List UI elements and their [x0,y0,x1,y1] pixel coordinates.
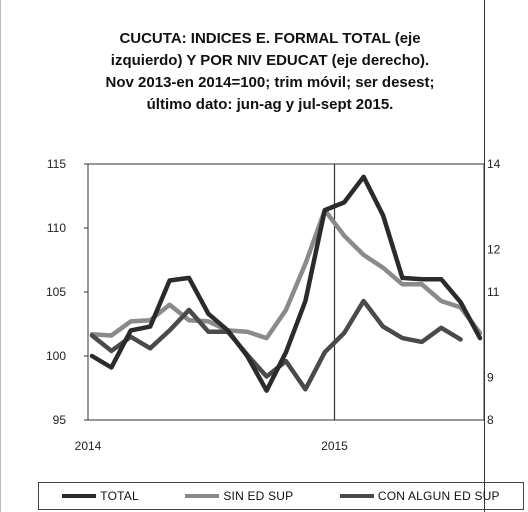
legend-swatch-sin-ed-sup [185,494,220,498]
legend-label-sin-ed-sup: SIN ED SUP [223,489,294,503]
series-line-sin-ed-sup [89,207,483,341]
left-axis-tick-label: 105 [46,285,66,299]
title-line-3: Nov 2013-en 2014=100; trim móvil; ser de… [105,74,435,91]
series-line-total [89,174,483,393]
right-axis-tick-label: 8 [487,413,494,427]
right-axis-tick-label: 12 [487,242,501,256]
title-line-4: último dato: jun-ag y jul-sept 2015. [146,96,394,113]
chart-title: CUCUTA: INDICES E. FORMAL TOTAL (eje izq… [40,28,500,116]
left-axis-tick-label: 95 [53,413,67,427]
left-axis-tick-label: 100 [46,349,66,363]
legend-swatch-total [62,494,97,498]
left-axis-tick-label: 110 [47,221,66,235]
x-axis-tick-label: 2014 [75,439,102,453]
plot-area [87,163,485,421]
legend: TOTAL SIN ED SUP CON ALGUN ED SUP [38,482,524,510]
right-axis-tick-label: 11 [487,285,500,299]
title-line-2: izquierdo) Y POR NIV EDUCAT (eje derecho… [110,52,430,69]
legend-label-con-algun-ed-sup: CON ALGUN ED SUP [377,489,500,503]
legend-item-sin-ed-sup: SIN ED SUP [185,489,293,503]
legend-item-con-algun-ed-sup: CON ALGUN ED SUP [339,489,500,503]
x-axis-tick-label: 2015 [321,439,348,453]
legend-item-total: TOTAL [62,489,139,503]
legend-label-total: TOTAL [100,489,139,503]
right-axis-tick-label: 9 [487,370,494,384]
legend-swatch-con-algun-ed-sup [339,494,374,498]
right-axis-tick-label: 14 [487,157,501,171]
title-line-1: CUCUTA: INDICES E. FORMAL TOTAL (eje [119,30,421,47]
right-panel-border [484,0,485,512]
left-axis-tick-label: 115 [47,157,66,171]
